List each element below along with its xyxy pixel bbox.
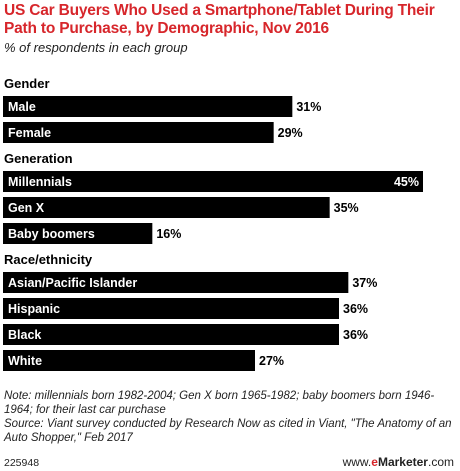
bar-label-2-0: Asian/Pacific Islander — [8, 276, 137, 290]
group-label-2: Race/ethnicity — [4, 252, 93, 267]
bar-label-2-2: Black — [8, 328, 41, 342]
value-label-0-1: 29% — [278, 126, 303, 140]
value-label-1-2: 16% — [156, 227, 181, 241]
value-label-1-0: 45% — [394, 175, 419, 189]
source-text: Source: Viant survey conducted by Resear… — [4, 418, 452, 444]
brand-e: e — [371, 455, 378, 469]
chart-subtitle: % of respondents in each group — [4, 40, 188, 55]
bar-2-0 — [3, 272, 349, 293]
bar-label-0-1: Female — [8, 126, 51, 140]
bar-chart: Gender Male 31% Female 29% Generation Millenni… — [3, 76, 423, 371]
group-label-1: Generation — [4, 151, 73, 166]
emarketer-logo[interactable]: www.eMarketer.com — [343, 455, 454, 469]
brand-name: Marketer — [377, 455, 428, 469]
bar-0-0 — [3, 96, 293, 117]
bar-0-1 — [3, 122, 274, 143]
chart-title: US Car Buyers Who Used a Smartphone/Tabl… — [4, 2, 435, 37]
bar-label-1-1: Gen X — [8, 201, 45, 215]
bar-2-3 — [3, 350, 255, 371]
bar-2-2 — [3, 324, 339, 345]
bar-2-1 — [3, 298, 339, 319]
bar-label-2-1: Hispanic — [8, 302, 60, 316]
value-label-1-1: 35% — [334, 201, 359, 215]
bar-label-1-0: Millennials — [8, 175, 72, 189]
bar-1-1 — [3, 197, 330, 218]
bar-label-2-3: White — [8, 354, 42, 368]
value-label-2-1: 36% — [343, 302, 368, 316]
bar-1-2 — [3, 223, 153, 244]
bar-label-0-0: Male — [8, 100, 36, 114]
value-label-0-0: 31% — [296, 100, 321, 114]
group-label-0: Gender — [4, 76, 50, 91]
bar-label-1-2: Baby boomers — [8, 227, 95, 241]
brand-suffix: .com — [427, 455, 454, 469]
chart-id: 225948 — [4, 457, 40, 469]
brand-prefix: www. — [342, 455, 372, 469]
value-label-2-2: 36% — [343, 328, 368, 342]
value-label-2-3: 27% — [259, 354, 284, 368]
bar-1-0 — [3, 171, 423, 192]
value-label-2-0: 37% — [352, 276, 377, 290]
chart-notes: Note: millennials born 1982-2004; Gen X … — [4, 389, 456, 445]
note-text: Note: millennials born 1982-2004; Gen X … — [4, 390, 435, 416]
